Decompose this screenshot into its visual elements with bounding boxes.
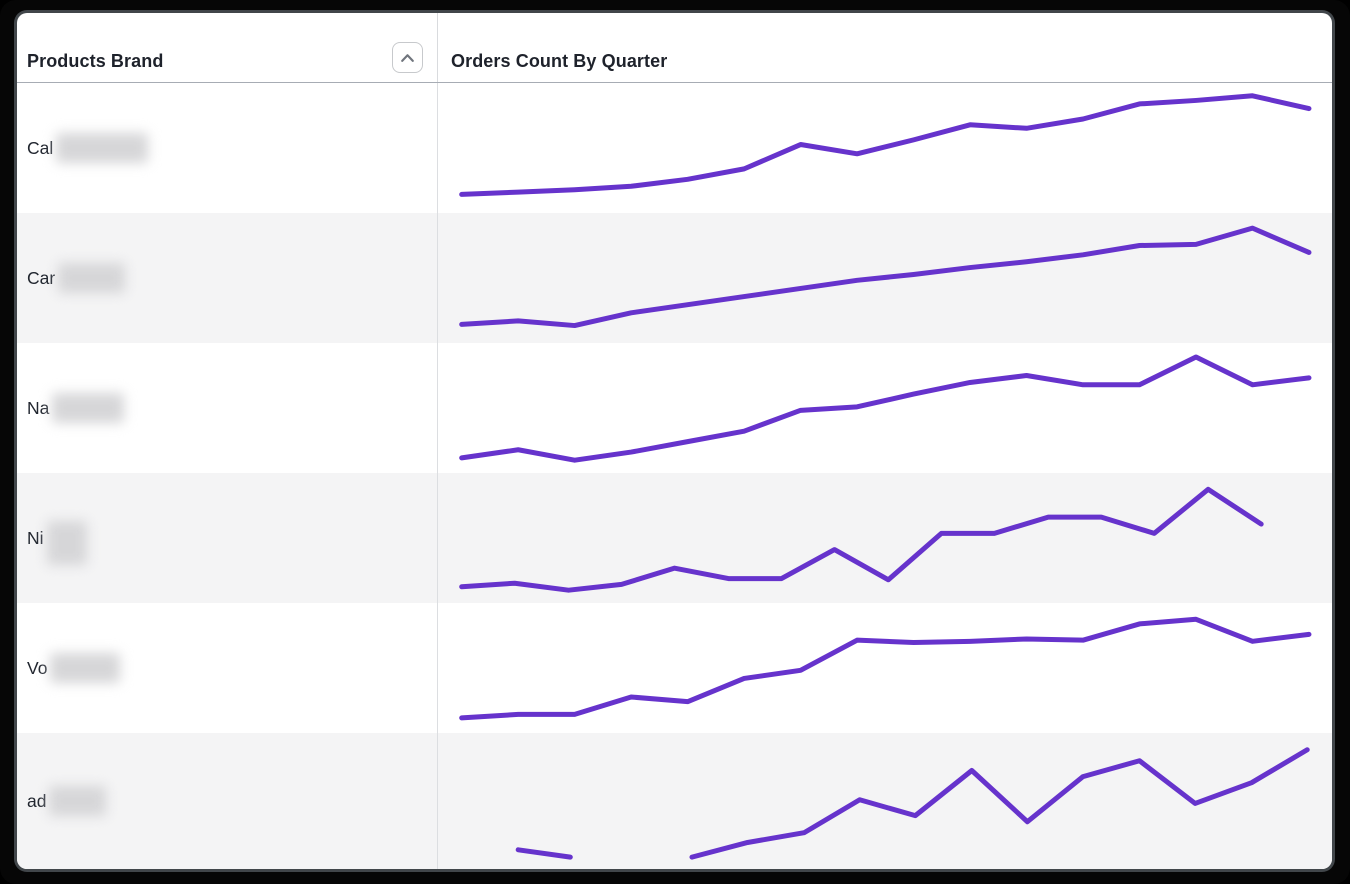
data-table: Products Brand Orders Count By Quarter C… — [17, 13, 1332, 869]
table-body: Cal Car Na Ni Vo ad — [17, 83, 1332, 869]
table-row: ad — [17, 733, 1332, 869]
sparkline-chart — [453, 740, 1322, 862]
table-row: Vo — [17, 603, 1332, 733]
brand-cell: Vo — [17, 603, 438, 733]
sparkline-cell — [438, 343, 1332, 473]
redacted-brand-name — [46, 521, 87, 565]
brand-cell: Ni — [17, 473, 438, 603]
sparkline-cell — [438, 213, 1332, 343]
brand-cell: Cal — [17, 83, 438, 213]
brand-name-visible-text: Na — [27, 397, 50, 418]
sort-ascending-button[interactable] — [392, 42, 423, 73]
column-header-orders-count[interactable]: Orders Count By Quarter — [438, 13, 1332, 82]
sparkline-series — [462, 619, 1309, 718]
products-brand-header-label: Products Brand — [27, 51, 164, 72]
brand-cell: Car — [17, 213, 438, 343]
sparkline-chart — [453, 610, 1322, 726]
sparkline-chart — [453, 480, 1322, 596]
table-row: Ni — [17, 473, 1332, 603]
column-header-products-brand[interactable]: Products Brand — [17, 13, 438, 82]
brand-name-visible-text: Vo — [27, 657, 48, 678]
sparkline-chart — [453, 350, 1322, 466]
sparkline-chart — [453, 90, 1322, 206]
redacted-brand-name — [56, 133, 149, 163]
redacted-brand-name — [58, 263, 126, 293]
sparkline-series — [692, 750, 1307, 857]
brand-name-visible-text: Ni — [27, 527, 44, 548]
table-row: Na — [17, 343, 1332, 473]
brand-name-visible-text: Car — [27, 267, 56, 288]
sparkline-chart — [453, 220, 1322, 336]
table-row: Cal — [17, 83, 1332, 213]
sparkline-series — [462, 228, 1309, 325]
chevron-up-icon — [401, 53, 414, 62]
sparkline-series — [462, 96, 1309, 195]
sparkline-cell — [438, 733, 1332, 869]
sparkline-cell — [438, 83, 1332, 213]
sparkline-cell — [438, 473, 1332, 603]
redacted-brand-name — [52, 393, 125, 423]
sparkline-series — [462, 489, 1261, 590]
sparkline-cell — [438, 603, 1332, 733]
table-row: Car — [17, 213, 1332, 343]
table-header: Products Brand Orders Count By Quarter — [17, 13, 1332, 83]
orders-count-header-label: Orders Count By Quarter — [451, 51, 668, 72]
brand-name-visible-text: ad — [27, 790, 47, 811]
brand-name-visible-text: Cal — [27, 137, 54, 158]
sparkline-series — [518, 850, 570, 857]
redacted-brand-name — [49, 786, 107, 816]
brand-cell: ad — [17, 733, 438, 869]
brand-cell: Na — [17, 343, 438, 473]
sparkline-series — [462, 357, 1309, 460]
redacted-brand-name — [50, 653, 121, 683]
